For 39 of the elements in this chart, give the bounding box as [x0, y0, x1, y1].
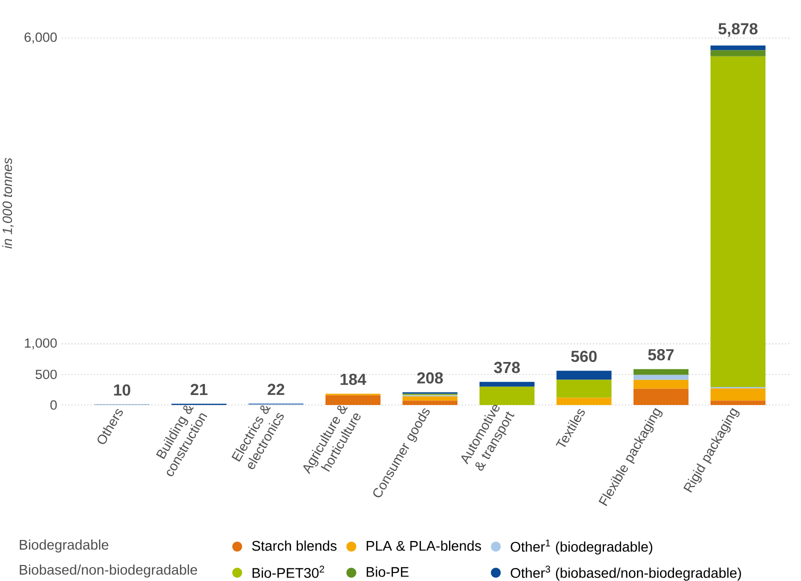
legend-label: Bio-PET30$^{2}$ — [252, 566, 324, 578]
y-tick-label: 0 — [50, 400, 57, 410]
text: Biodegradable — [20, 539, 108, 553]
y-tick-label: 500 — [36, 370, 57, 380]
bar — [710, 388, 766, 401]
bar — [480, 382, 534, 387]
total-label: 378 — [494, 362, 520, 374]
bar — [556, 380, 612, 398]
bar — [402, 396, 458, 401]
bar — [326, 395, 380, 405]
legend-label: Other$^{1}$ (biodegradable) — [510, 540, 652, 555]
bar — [556, 398, 612, 405]
total-label: 208 — [417, 372, 443, 384]
y-tick-label: 1,000 — [24, 338, 57, 350]
total-label: 587 — [648, 349, 674, 360]
y-tick-label: 6,000 — [24, 32, 57, 44]
bar — [634, 388, 688, 405]
legend-label: Starch blends — [252, 540, 337, 551]
bar — [710, 56, 766, 387]
y-axis-title: in 1,000 tonnes — [2, 158, 14, 249]
legend-label: Other$^{3}$ (biobased/non-biodegradable) — [510, 566, 741, 581]
bar — [710, 400, 766, 405]
bar — [480, 386, 534, 405]
bar — [634, 369, 688, 375]
text: Biobased/non-biodegradable — [20, 564, 198, 578]
total-label: 184 — [340, 374, 366, 386]
total-label: 560 — [571, 350, 597, 362]
bar — [634, 380, 688, 389]
total-label: 10 — [114, 384, 130, 396]
bar — [710, 45, 766, 50]
legend-label: PLA & PLA-blends — [366, 540, 482, 551]
total-label: 21 — [190, 384, 208, 395]
bar — [402, 400, 458, 405]
bar — [634, 374, 688, 380]
total-label: 5,878 — [718, 23, 758, 37]
bar — [710, 50, 766, 56]
bar — [556, 370, 612, 380]
legend-label: Bio-PE — [366, 566, 409, 577]
total-label: 22 — [268, 384, 284, 395]
